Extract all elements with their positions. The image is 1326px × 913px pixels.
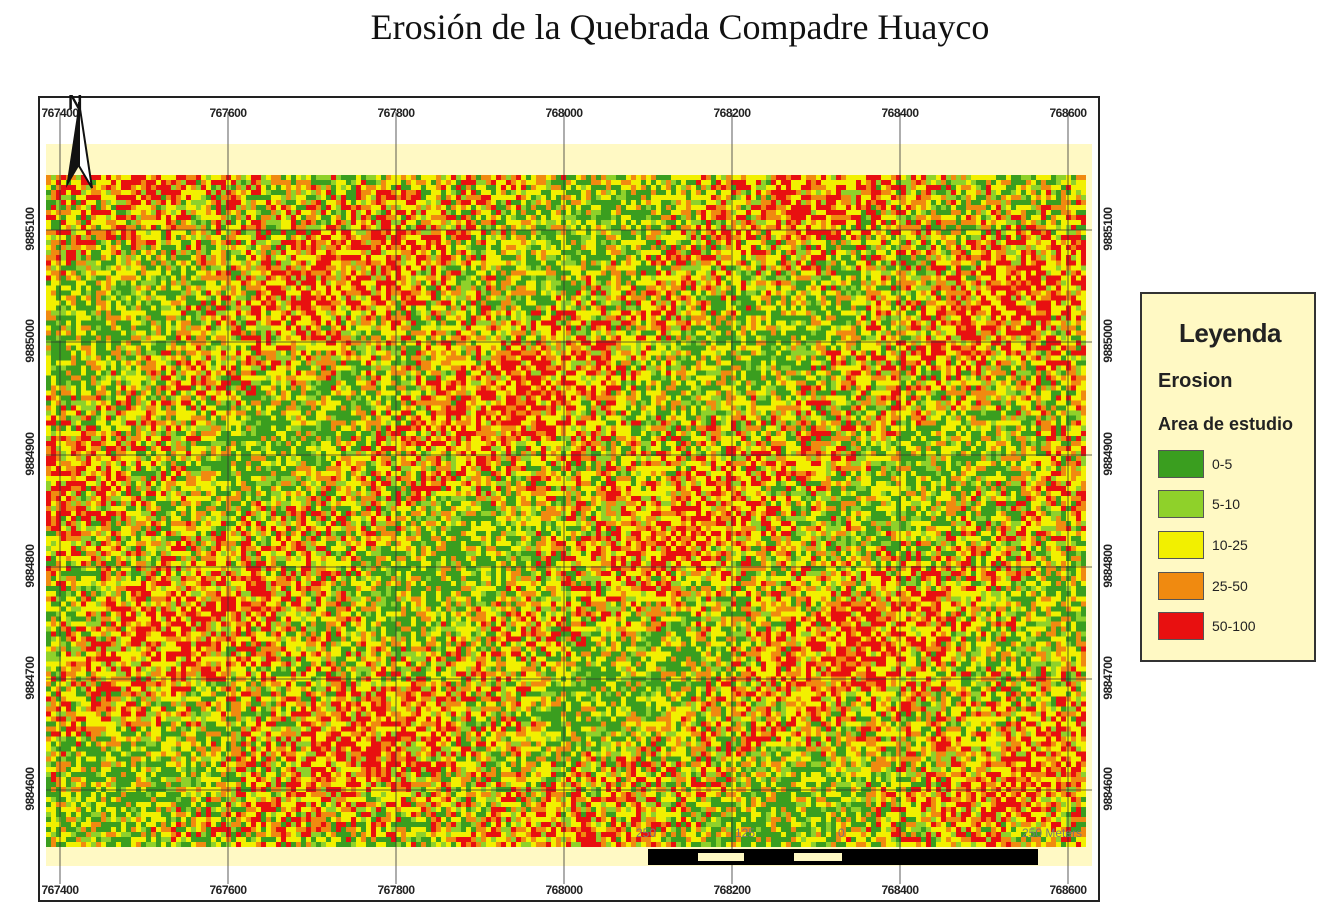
x-tick-label: 768400 [881, 106, 919, 120]
x-tick-label: 767800 [377, 106, 415, 120]
x-tick-label: 767400 [41, 883, 79, 897]
legend-panel: Leyenda Erosion Area de estudio 0-5 5-10… [1140, 292, 1316, 662]
legend-title: Leyenda [1179, 318, 1282, 348]
erosion-raster [46, 175, 1086, 847]
legend-item: 10-25 [1158, 531, 1308, 559]
x-tick-label: 768600 [1049, 106, 1087, 120]
x-tick-label: 768000 [545, 883, 583, 897]
north-label: N [68, 92, 83, 114]
legend-swatch [1158, 612, 1204, 640]
y-tick-label: 9884800 [23, 544, 37, 588]
x-tick-label: 768200 [713, 883, 751, 897]
y-tick-label: 9885100 [1101, 207, 1115, 251]
scale-label-3: 0 [838, 826, 845, 840]
y-tick-label: 9885100 [23, 207, 37, 251]
map-title: Erosión de la Quebrada Compadre Huayco [370, 7, 990, 47]
x-tick-label: 767600 [209, 106, 247, 120]
x-tick-label: 767600 [209, 883, 247, 897]
legend-item: 50-100 [1158, 612, 1308, 640]
scale-label-2: 125 [735, 826, 756, 840]
north-arrow-icon [66, 101, 93, 189]
x-tick-label: 768600 [1049, 883, 1087, 897]
legend-layer-name: Erosion [1158, 370, 1233, 392]
x-tick-label: 767800 [377, 883, 415, 897]
x-tick-label: 768400 [881, 883, 919, 897]
legend-swatch [1158, 572, 1204, 600]
y-tick-label: 9884600 [1101, 767, 1115, 811]
y-tick-label: 9884700 [23, 656, 37, 700]
x-tick-label: 767400 [41, 106, 79, 120]
x-tick-label: 768200 [713, 106, 751, 120]
legend-label: 0-5 [1212, 456, 1233, 472]
legend-swatch [1158, 531, 1204, 559]
legend-item: 25-50 [1158, 572, 1308, 600]
legend-item: 0-5 [1158, 450, 1308, 478]
x-tick-label: 768000 [545, 106, 583, 120]
y-tick-label: 9884800 [1101, 544, 1115, 588]
legend-item: 5-10 [1158, 490, 1308, 518]
y-tick-label: 9885000 [1101, 319, 1115, 363]
legend-label: 50-100 [1212, 618, 1256, 634]
y-tick-label: 9884700 [1101, 656, 1115, 700]
scale-label-1: 250 [636, 826, 657, 840]
y-tick-label: 9885000 [23, 319, 37, 363]
scale-bar [648, 849, 1038, 865]
legend-label: 10-25 [1212, 537, 1248, 553]
scale-label-4: 250 Meters [1022, 826, 1083, 840]
legend-swatch [1158, 490, 1204, 518]
y-tick-label: 9884900 [1101, 432, 1115, 476]
legend-swatch [1158, 450, 1204, 478]
legend-sublayer-name: Area de estudio [1158, 414, 1294, 434]
legend-label: 5-10 [1212, 496, 1241, 512]
legend-label: 25-50 [1212, 578, 1248, 594]
y-tick-label: 9884900 [23, 432, 37, 476]
y-tick-label: 9884600 [23, 767, 37, 811]
